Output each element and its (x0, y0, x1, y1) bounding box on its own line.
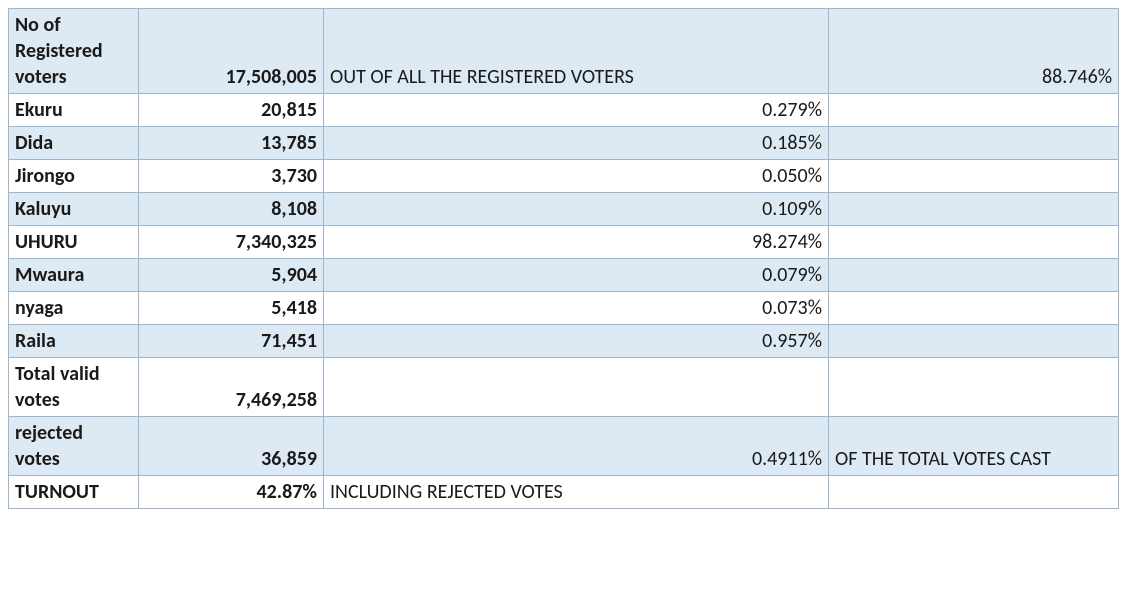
rejected-row: rejected votes 36,859 0.4911% OF THE TOT… (9, 417, 1119, 476)
candidate-name: UHURU (9, 226, 139, 259)
empty-cell (829, 358, 1119, 417)
header-col4-value: 88.746% (829, 9, 1119, 94)
empty-cell (829, 127, 1119, 160)
total-valid-label: Total valid votes (9, 358, 139, 417)
candidate-row: Mwaura5,9040.079% (9, 259, 1119, 292)
election-results-table: No of Registered voters 17,508,005 OUT O… (8, 8, 1119, 509)
rejected-value: 36,859 (139, 417, 324, 476)
candidate-pct: 0.957% (324, 325, 829, 358)
candidate-votes: 5,904 (139, 259, 324, 292)
total-valid-value: 7,469,258 (139, 358, 324, 417)
candidate-row: Dida13,7850.185% (9, 127, 1119, 160)
turnout-note: INCLUDING REJECTED VOTES (324, 476, 829, 509)
candidate-name: Dida (9, 127, 139, 160)
candidate-votes: 20,815 (139, 94, 324, 127)
candidate-row: UHURU7,340,32598.274% (9, 226, 1119, 259)
candidate-name: Jirongo (9, 160, 139, 193)
candidate-pct: 0.050% (324, 160, 829, 193)
header-row: No of Registered voters 17,508,005 OUT O… (9, 9, 1119, 94)
total-valid-row: Total valid votes 7,469,258 (9, 358, 1119, 417)
turnout-row: TURNOUT 42.87% INCLUDING REJECTED VOTES (9, 476, 1119, 509)
candidate-pct: 0.279% (324, 94, 829, 127)
empty-cell (829, 94, 1119, 127)
candidate-name: Kaluyu (9, 193, 139, 226)
rejected-label: rejected votes (9, 417, 139, 476)
candidate-votes: 13,785 (139, 127, 324, 160)
empty-cell (829, 226, 1119, 259)
candidate-pct: 0.079% (324, 259, 829, 292)
candidate-row: Kaluyu8,1080.109% (9, 193, 1119, 226)
turnout-value: 42.87% (139, 476, 324, 509)
empty-cell (829, 193, 1119, 226)
header-label: No of Registered voters (9, 9, 139, 94)
candidate-pct: 0.109% (324, 193, 829, 226)
candidate-pct: 0.073% (324, 292, 829, 325)
empty-cell (829, 325, 1119, 358)
candidate-votes: 7,340,325 (139, 226, 324, 259)
candidate-name: Mwaura (9, 259, 139, 292)
registered-voters-count: 17,508,005 (139, 9, 324, 94)
empty-cell (829, 476, 1119, 509)
candidate-votes: 3,730 (139, 160, 324, 193)
candidate-name: nyaga (9, 292, 139, 325)
candidate-row: Raila71,4510.957% (9, 325, 1119, 358)
candidate-row: Ekuru20,8150.279% (9, 94, 1119, 127)
empty-cell (829, 160, 1119, 193)
empty-cell (829, 292, 1119, 325)
turnout-label: TURNOUT (9, 476, 139, 509)
candidate-votes: 5,418 (139, 292, 324, 325)
candidate-votes: 8,108 (139, 193, 324, 226)
candidate-row: nyaga5,4180.073% (9, 292, 1119, 325)
candidate-pct: 0.185% (324, 127, 829, 160)
candidate-pct: 98.274% (324, 226, 829, 259)
empty-cell (829, 259, 1119, 292)
rejected-pct: 0.4911% (324, 417, 829, 476)
candidate-name: Raila (9, 325, 139, 358)
rejected-note: OF THE TOTAL VOTES CAST (829, 417, 1119, 476)
candidate-votes: 71,451 (139, 325, 324, 358)
header-col3-text: OUT OF ALL THE REGISTERED VOTERS (324, 9, 829, 94)
candidate-name: Ekuru (9, 94, 139, 127)
empty-cell (324, 358, 829, 417)
candidate-row: Jirongo3,7300.050% (9, 160, 1119, 193)
